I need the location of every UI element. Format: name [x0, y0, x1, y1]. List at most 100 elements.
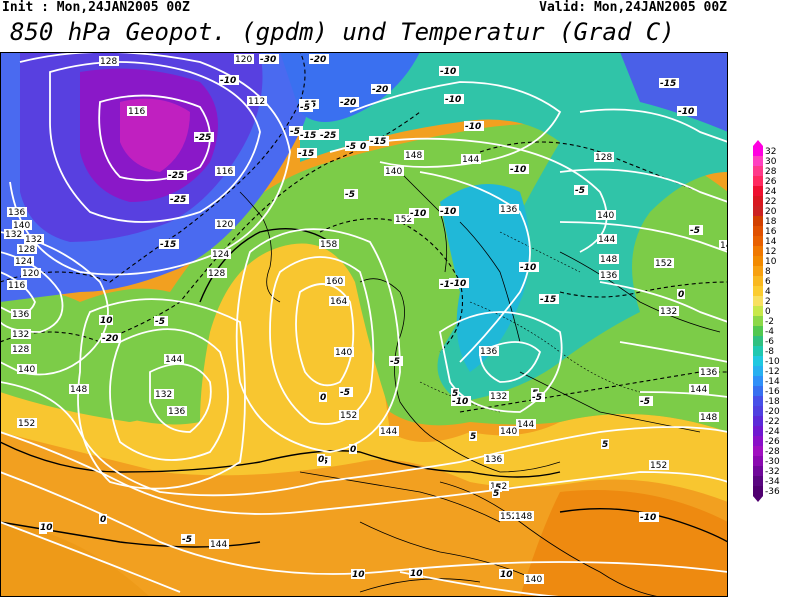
temperature-label: -5	[640, 397, 650, 407]
legend-swatch	[753, 146, 763, 157]
legend-label: -12	[765, 367, 780, 377]
geopotential-label: 140	[18, 365, 35, 375]
legend-label: -8	[765, 347, 774, 357]
temperature-label: -5	[390, 357, 400, 367]
geopotential-label: 136	[700, 368, 717, 378]
geopotential-label: 128	[595, 153, 612, 163]
legend-swatch	[753, 216, 763, 227]
geopotential-label: 152	[340, 411, 357, 421]
legend-swatch	[753, 166, 763, 177]
legend-swatch	[753, 156, 763, 167]
geopotential-label: 148	[70, 385, 87, 395]
geopotential-label: 144	[380, 427, 397, 437]
legend-label: 8	[765, 267, 771, 277]
temperature-label: 10	[40, 523, 53, 533]
legend-swatch	[753, 226, 763, 237]
legend-label: -14	[765, 377, 780, 387]
geopotential-label: 144	[690, 385, 707, 395]
legend-swatch	[753, 326, 763, 337]
geopotential-label: 140	[525, 575, 542, 585]
temperature-label: -15	[298, 149, 314, 159]
legend-swatch	[753, 476, 763, 487]
temperature-label: -5	[345, 190, 355, 200]
geopotential-label: 144	[462, 155, 479, 165]
weather-map: 128 1201121161161201241281321361401321281…	[0, 52, 728, 597]
temperature-label: -25	[195, 133, 211, 143]
temperature-label: -5	[690, 226, 700, 236]
legend-label: 2	[765, 297, 771, 307]
geopotential-label: 144	[517, 420, 534, 430]
geopotential-label: 120	[22, 269, 39, 279]
legend-swatch	[753, 186, 763, 197]
legend-label: 12	[765, 247, 776, 257]
legend-swatch	[753, 196, 763, 207]
geopotential-label: 120	[235, 55, 252, 65]
geopotential-label: 152	[18, 419, 35, 429]
legend-label: 10	[765, 257, 777, 267]
geopotential-label: 140	[385, 167, 402, 177]
legend-swatch	[753, 386, 763, 397]
legend-swatch	[753, 256, 763, 267]
geopotential-label: 128	[208, 269, 225, 279]
geopotential-label: 116	[128, 107, 145, 117]
legend-label: 28	[765, 167, 777, 177]
geopotential-label: 128	[18, 245, 35, 255]
legend-label: -34	[765, 477, 780, 487]
geopotential-label: 132	[490, 392, 507, 402]
legend-swatch	[753, 236, 763, 247]
legend-label: -16	[765, 387, 780, 397]
temperature-label: -20	[340, 98, 356, 108]
legend-label: -28	[765, 447, 780, 457]
geopotential-label: 148	[700, 413, 717, 423]
geopotential-label: 116	[216, 167, 233, 177]
temperature-label: -10	[640, 513, 656, 523]
temperature-label: 5	[493, 489, 499, 499]
geopotential-label: 136	[600, 271, 617, 281]
geopotential-label: 132	[660, 307, 677, 317]
temperature-label: -5	[290, 127, 300, 137]
geopotential-label: 152	[650, 461, 667, 471]
legend-swatch	[753, 346, 763, 357]
legend-swatch	[753, 456, 763, 467]
temperature-label: -20	[372, 85, 388, 95]
temperature-label: -5	[346, 142, 356, 152]
legend-label: -32	[765, 467, 780, 477]
geopotential-label: 136	[168, 407, 185, 417]
temperature-label: 0	[318, 455, 324, 465]
geopotential-label: 136	[480, 347, 497, 357]
valid-time: Valid: Mon,24JAN2005 00Z	[539, 0, 727, 15]
legend-swatch	[753, 206, 763, 217]
legend-label: 16	[765, 227, 777, 237]
legend-swatch	[753, 406, 763, 417]
geopotential-label: 124	[15, 257, 32, 267]
temperature-label: 0	[100, 515, 106, 525]
geopotential-label: 132	[25, 235, 42, 245]
legend-label: 30	[765, 157, 777, 167]
legend-swatch	[753, 416, 763, 427]
geopotential-label: 140	[13, 221, 30, 231]
legend-label: 24	[765, 187, 777, 197]
geopotential-label: 128	[12, 345, 29, 355]
temperature-label: -10	[678, 107, 694, 117]
temperature-label: -10	[510, 165, 526, 175]
temperature-label: -25	[320, 131, 336, 141]
geopotential-label: 132	[155, 390, 172, 400]
temperature-label: -10	[465, 122, 481, 132]
temperature-label: 5	[470, 432, 476, 442]
temperature-label: 10	[410, 569, 423, 579]
geopotential-label: 136	[500, 205, 517, 215]
temperature-label: 0	[678, 290, 684, 300]
legend-label: 14	[765, 237, 777, 247]
geopotential-label: 120	[216, 220, 233, 230]
legend-swatch	[753, 336, 763, 347]
legend-swatch	[753, 246, 763, 257]
geopotential-label: 136	[12, 310, 29, 320]
legend-label: -26	[765, 437, 780, 447]
legend-swatch	[753, 266, 763, 277]
legend-label: -36	[765, 487, 780, 497]
geopotential-label: 144	[165, 355, 182, 365]
geopotential-label: 148	[600, 255, 617, 265]
temperature-label: -10	[520, 263, 536, 273]
legend-swatch	[753, 426, 763, 437]
temperature-label: -15	[660, 79, 676, 89]
